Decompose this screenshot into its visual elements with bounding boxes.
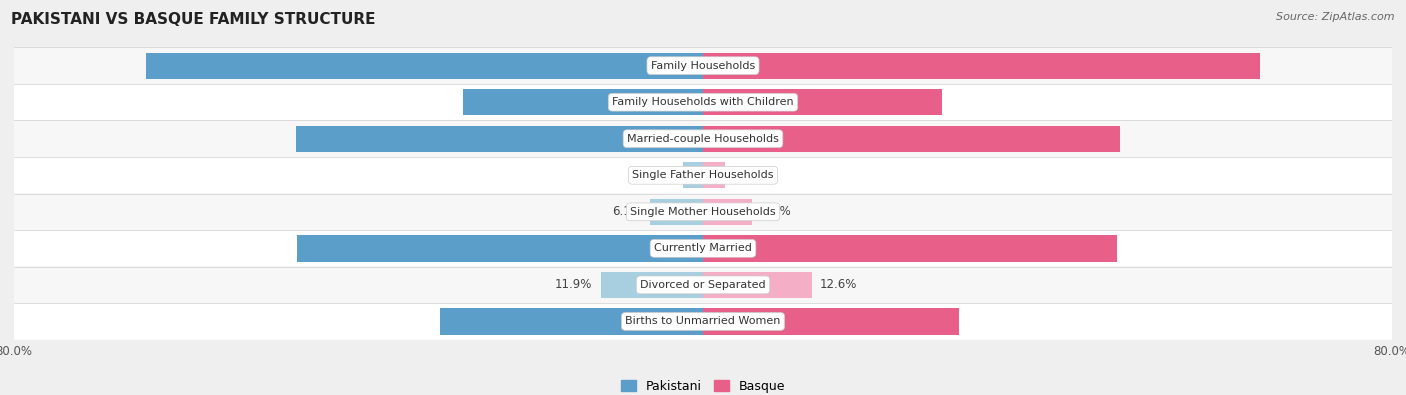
- Bar: [146, 53, 703, 79]
- Bar: [703, 235, 1118, 261]
- Text: 64.7%: 64.7%: [650, 59, 690, 72]
- Bar: [297, 235, 703, 261]
- Bar: [703, 162, 724, 188]
- Text: 29.7%: 29.7%: [716, 315, 756, 328]
- Bar: [703, 308, 959, 335]
- Legend: Pakistani, Basque: Pakistani, Basque: [616, 375, 790, 395]
- FancyBboxPatch shape: [14, 120, 1392, 157]
- Text: Divorced or Separated: Divorced or Separated: [640, 280, 766, 290]
- Text: Single Mother Households: Single Mother Households: [630, 207, 776, 217]
- Bar: [463, 89, 703, 115]
- Bar: [703, 89, 942, 115]
- Text: 48.1%: 48.1%: [716, 242, 756, 255]
- Text: 27.9%: 27.9%: [650, 96, 690, 109]
- Text: 64.7%: 64.7%: [716, 59, 756, 72]
- FancyBboxPatch shape: [14, 267, 1392, 303]
- Text: Births to Unmarried Women: Births to Unmarried Women: [626, 316, 780, 326]
- Text: 30.5%: 30.5%: [650, 315, 690, 328]
- Text: 47.2%: 47.2%: [650, 242, 690, 255]
- FancyBboxPatch shape: [14, 47, 1392, 84]
- Text: 11.9%: 11.9%: [554, 278, 592, 292]
- Text: 48.4%: 48.4%: [716, 132, 756, 145]
- FancyBboxPatch shape: [14, 84, 1392, 120]
- Text: 2.3%: 2.3%: [645, 169, 675, 182]
- Text: 47.3%: 47.3%: [650, 132, 690, 145]
- Text: 6.1%: 6.1%: [612, 205, 643, 218]
- Text: Currently Married: Currently Married: [654, 243, 752, 253]
- Bar: [703, 53, 1260, 79]
- Bar: [651, 199, 703, 225]
- FancyBboxPatch shape: [14, 230, 1392, 267]
- Bar: [703, 272, 811, 298]
- Text: 2.5%: 2.5%: [733, 169, 763, 182]
- Text: 12.6%: 12.6%: [820, 278, 858, 292]
- FancyBboxPatch shape: [14, 303, 1392, 340]
- Text: 27.7%: 27.7%: [716, 96, 756, 109]
- Text: Source: ZipAtlas.com: Source: ZipAtlas.com: [1277, 12, 1395, 22]
- Bar: [683, 162, 703, 188]
- Text: Family Households: Family Households: [651, 61, 755, 71]
- FancyBboxPatch shape: [14, 194, 1392, 230]
- Text: 5.7%: 5.7%: [761, 205, 790, 218]
- Bar: [703, 199, 752, 225]
- Bar: [703, 126, 1119, 152]
- FancyBboxPatch shape: [14, 157, 1392, 194]
- Text: Family Households with Children: Family Households with Children: [612, 97, 794, 107]
- Text: PAKISTANI VS BASQUE FAMILY STRUCTURE: PAKISTANI VS BASQUE FAMILY STRUCTURE: [11, 12, 375, 27]
- Text: Single Father Households: Single Father Households: [633, 170, 773, 180]
- Bar: [295, 126, 703, 152]
- Text: Married-couple Households: Married-couple Households: [627, 134, 779, 144]
- Bar: [440, 308, 703, 335]
- Bar: [600, 272, 703, 298]
